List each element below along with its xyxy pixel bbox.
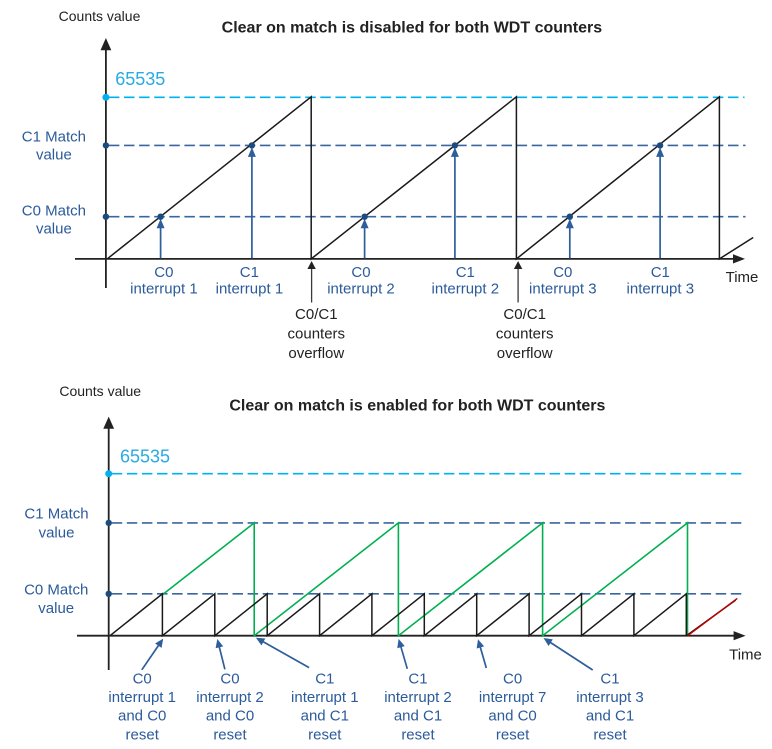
svg-text:C1: C1: [240, 264, 259, 281]
svg-text:counters: counters: [288, 326, 346, 343]
svg-text:and C0: and C0: [118, 708, 166, 725]
svg-text:interrupt 3: interrupt 3: [529, 280, 597, 297]
svg-text:and C0: and C0: [206, 708, 254, 725]
svg-text:interrupt 3: interrupt 3: [627, 280, 695, 297]
svg-text:reset: reset: [593, 726, 627, 743]
svg-text:reset: reset: [496, 726, 530, 743]
svg-text:value: value: [38, 600, 74, 617]
svg-text:C0/C1: C0/C1: [295, 306, 338, 323]
svg-text:Clear on match is enabled for: Clear on match is enabled for both WDT c…: [229, 398, 605, 415]
svg-text:reset: reset: [401, 726, 435, 743]
svg-text:reset: reset: [308, 726, 342, 743]
svg-text:Counts value: Counts value: [59, 383, 141, 399]
svg-text:C0 Match: C0 Match: [22, 203, 86, 220]
svg-text:overflow: overflow: [288, 345, 344, 362]
svg-text:interrupt 2: interrupt 2: [384, 689, 452, 706]
svg-text:overflow: overflow: [497, 345, 553, 362]
svg-text:C0: C0: [133, 671, 152, 688]
svg-text:C1: C1: [600, 671, 619, 688]
svg-text:and C1: and C1: [586, 708, 634, 725]
svg-text:C0: C0: [154, 264, 173, 281]
svg-text:interrupt 2: interrupt 2: [327, 280, 395, 297]
svg-text:interrupt 2: interrupt 2: [432, 280, 500, 297]
svg-text:Clear on match is disabled for: Clear on match is disabled for both WDT …: [222, 20, 603, 37]
svg-text:and C0: and C0: [488, 708, 536, 725]
svg-text:reset: reset: [126, 726, 160, 743]
svg-text:interrupt 3: interrupt 3: [576, 689, 644, 706]
svg-text:C1: C1: [408, 671, 427, 688]
svg-text:Time: Time: [726, 269, 759, 286]
svg-text:interrupt 1: interrupt 1: [130, 280, 198, 297]
svg-text:Time: Time: [729, 646, 762, 663]
svg-text:C0: C0: [503, 671, 522, 688]
svg-text:C1: C1: [456, 264, 475, 281]
svg-text:interrupt 7: interrupt 7: [479, 689, 547, 706]
svg-text:C0: C0: [351, 264, 370, 281]
svg-text:value: value: [39, 524, 75, 541]
svg-text:counters: counters: [496, 326, 554, 343]
svg-text:interrupt 1: interrupt 1: [291, 689, 359, 706]
svg-text:65535: 65535: [115, 69, 165, 89]
svg-text:Counts value: Counts value: [59, 8, 141, 24]
svg-text:C0 Match: C0 Match: [24, 581, 88, 598]
svg-text:and C1: and C1: [394, 708, 442, 725]
svg-text:C1 Match: C1 Match: [24, 506, 88, 523]
svg-text:interrupt 2: interrupt 2: [196, 689, 264, 706]
svg-text:and C1: and C1: [301, 708, 349, 725]
svg-text:reset: reset: [213, 726, 247, 743]
svg-text:C1: C1: [651, 264, 670, 281]
svg-text:interrupt 1: interrupt 1: [216, 280, 284, 297]
svg-text:C0/C1: C0/C1: [503, 306, 546, 323]
svg-text:interrupt 1: interrupt 1: [108, 689, 176, 706]
svg-text:C1 Match: C1 Match: [22, 128, 86, 145]
svg-text:value: value: [36, 147, 72, 164]
svg-text:C0: C0: [553, 264, 572, 281]
svg-text:65535: 65535: [120, 447, 170, 467]
svg-text:value: value: [36, 221, 72, 238]
svg-text:C1: C1: [315, 671, 334, 688]
svg-text:C0: C0: [220, 671, 239, 688]
